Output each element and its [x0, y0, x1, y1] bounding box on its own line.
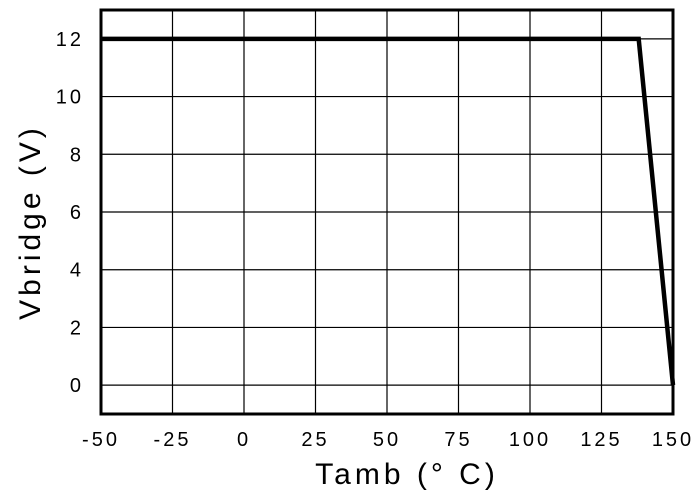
x-axis-title: Tamb (° C)	[315, 458, 499, 491]
x-tick-label: 0	[237, 429, 251, 451]
series-line-0	[101, 36, 676, 386]
y-axis-ticks: 0 2 4 6 8 10 12	[56, 29, 84, 397]
x-tick-label: -25	[154, 429, 192, 451]
series-group	[101, 36, 676, 386]
plot-frame	[99, 8, 675, 416]
y-tick-label: 12	[56, 29, 84, 51]
x-tick-label: 25	[301, 429, 329, 451]
x-tick-label: 75	[444, 429, 472, 451]
y-tick-label: 4	[70, 260, 84, 282]
grid	[100, 10, 674, 414]
y-axis-title: Vbridge (V)	[14, 124, 47, 320]
x-tick-label: 100	[509, 429, 551, 451]
y-tick-label: 10	[56, 87, 84, 109]
y-tick-label: 0	[70, 375, 84, 397]
x-axis-ticks: -50 -25 0 25 50 75 100 125 150	[82, 429, 694, 451]
x-tick-label: 150	[652, 429, 694, 451]
x-tick-label: 125	[580, 429, 622, 451]
y-tick-label: 6	[70, 202, 84, 224]
y-tick-label: 2	[70, 317, 84, 339]
y-tick-label: 8	[70, 144, 84, 166]
x-tick-label: 50	[373, 429, 401, 451]
x-tick-label: -50	[82, 429, 120, 451]
